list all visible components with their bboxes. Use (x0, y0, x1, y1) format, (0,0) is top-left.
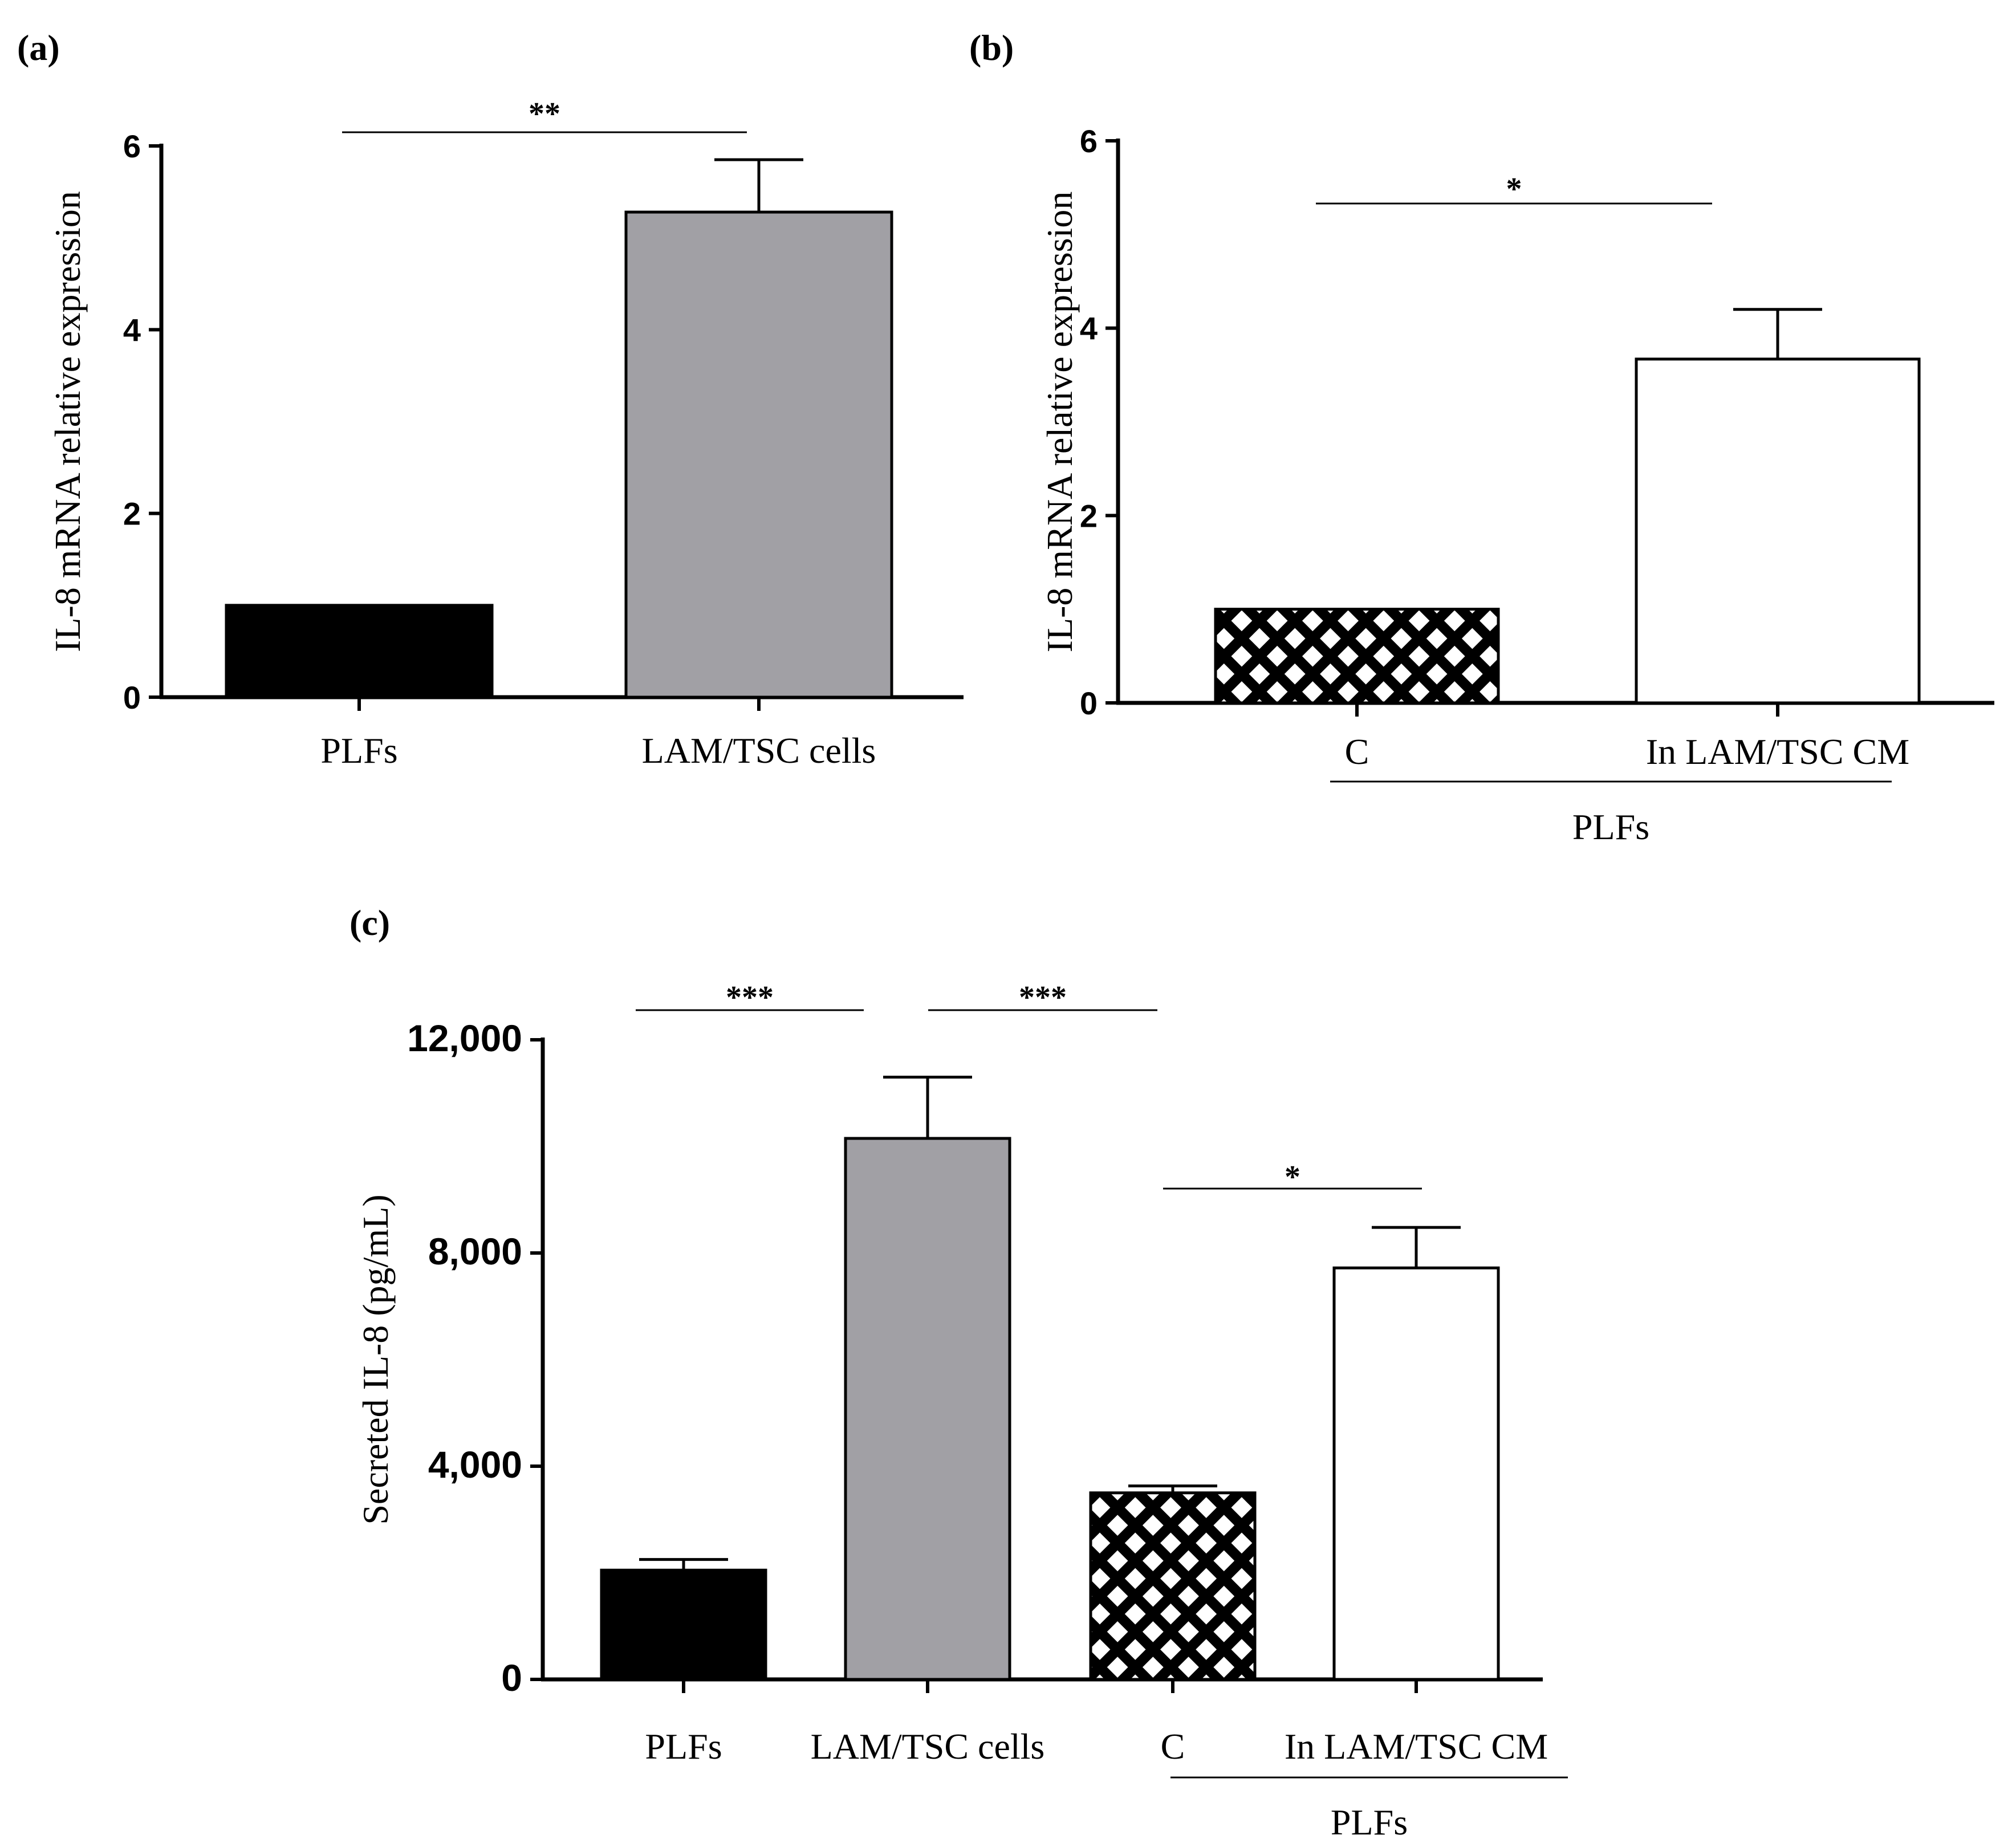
panel-label: (a) (17, 27, 60, 68)
y-tick-label: 8,000 (428, 1230, 522, 1272)
panel-label: (b) (969, 27, 1014, 68)
y-tick-label: 2 (123, 496, 141, 532)
y-tick-label: 4 (1080, 311, 1098, 347)
bar-lam-tsc-cells (844, 1137, 1011, 1681)
x-category-label: In LAM/TSC CM (1285, 1726, 1548, 1767)
y-axis-title: Secreted IL-8 (pg/mL) (355, 1194, 396, 1524)
bar-plfs (225, 604, 494, 699)
significance-marker: ** (529, 96, 560, 132)
significance-marker: *** (726, 980, 774, 1015)
x-category-label: In LAM/TSC CM (1646, 731, 1909, 772)
y-tick-label: 2 (1080, 498, 1098, 534)
significance-marker: * (1285, 1160, 1300, 1195)
bar-in-lam-tsc-cm (1332, 1266, 1500, 1681)
x-category-label: PLFs (645, 1726, 722, 1767)
y-tick-label: 12,000 (407, 1017, 522, 1059)
group-label: PLFs (1572, 807, 1649, 847)
y-tick-label: 4 (123, 312, 141, 348)
y-tick-label: 4,000 (428, 1443, 522, 1486)
group-label: PLFs (1331, 1802, 1408, 1842)
bar-c (1089, 1491, 1257, 1681)
x-category-label: C (1345, 731, 1369, 772)
bar-plfs (600, 1568, 767, 1681)
panel-a: (a) IL-8 mRNA relative expression 0 2 4 6 PLFs… (17, 27, 964, 771)
significance-marker: *** (1019, 980, 1067, 1015)
panel-c: (c) Secreted IL-8 (pg/mL) 0 4,000 8,000 12,00… (349, 902, 1568, 1842)
x-category-label: LAM/TSC cells (642, 730, 876, 771)
y-tick-label: 6 (123, 128, 141, 164)
y-tick-label: 0 (123, 680, 141, 715)
x-category-label: PLFs (320, 730, 397, 771)
significance-marker: * (1506, 172, 1522, 207)
y-axis-title: IL-8 mRNA relative expression (1039, 192, 1080, 653)
bar-in-lam-tsc-cm (1635, 357, 1921, 705)
x-category-label: LAM/TSC cells (811, 1726, 1045, 1767)
y-tick-label: 0 (1080, 685, 1098, 721)
x-category-label: C (1161, 1726, 1185, 1767)
bar-c (1214, 608, 1500, 705)
panel-label: (c) (349, 902, 390, 943)
y-axis-title: IL-8 mRNA relative expression (47, 191, 88, 652)
y-tick-label: 6 (1080, 123, 1098, 159)
bar-lam-tsc-cells (624, 210, 893, 699)
y-tick-label: 0 (501, 1657, 522, 1699)
